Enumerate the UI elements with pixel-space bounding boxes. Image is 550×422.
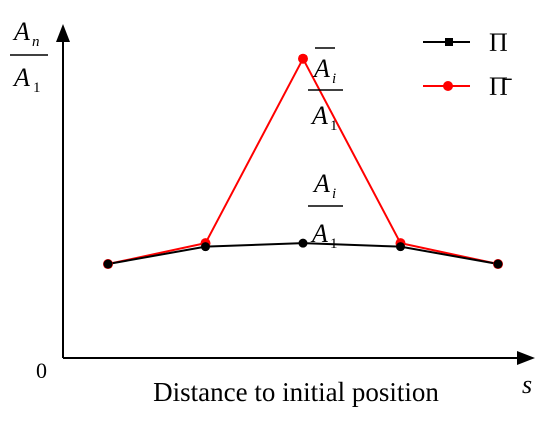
svg-text:n: n bbox=[32, 34, 40, 50]
legend-item-pi: Π bbox=[423, 28, 508, 57]
svg-text:A: A bbox=[310, 101, 328, 130]
annotation-pi: A i A 1 bbox=[308, 169, 343, 252]
x-axis-title: Distance to initial position bbox=[153, 377, 439, 407]
svg-text:A: A bbox=[312, 54, 330, 83]
svg-text:A: A bbox=[12, 17, 30, 46]
data-point-series-0-4 bbox=[493, 259, 503, 269]
svg-text:1: 1 bbox=[33, 80, 41, 96]
data-point-series-0-3 bbox=[396, 242, 405, 252]
svg-text:A: A bbox=[12, 63, 30, 92]
legend: Π Π̄ bbox=[423, 28, 512, 101]
data-point-series-0-0 bbox=[103, 259, 113, 269]
legend-label-pi-bar: Π̄ bbox=[489, 72, 512, 101]
data-point-series-0-1 bbox=[201, 242, 210, 252]
svg-text:1: 1 bbox=[330, 236, 338, 252]
svg-text:i: i bbox=[332, 71, 336, 87]
y-axis-label: A n A 1 bbox=[10, 17, 48, 96]
legend-item-pi-bar: Π̄ bbox=[423, 72, 512, 101]
legend-label-pi: Π bbox=[489, 28, 508, 57]
data-point-series-0-2 bbox=[298, 238, 308, 248]
x-axis-arrow bbox=[517, 351, 535, 365]
svg-text:i: i bbox=[332, 186, 336, 202]
data-point-series-1-2 bbox=[298, 53, 308, 64]
svg-text:A: A bbox=[310, 219, 328, 248]
svg-text:A: A bbox=[312, 169, 330, 198]
series-line-pi-bar bbox=[107, 56, 499, 266]
x-axis-symbol: s bbox=[522, 370, 532, 399]
y-axis-arrow bbox=[56, 24, 70, 42]
y-origin-label: 0 bbox=[36, 358, 47, 383]
axes bbox=[56, 24, 535, 365]
svg-text:1: 1 bbox=[330, 118, 338, 134]
plot-area bbox=[103, 53, 503, 270]
annotation-pi-bar: A i A 1 bbox=[308, 47, 343, 134]
